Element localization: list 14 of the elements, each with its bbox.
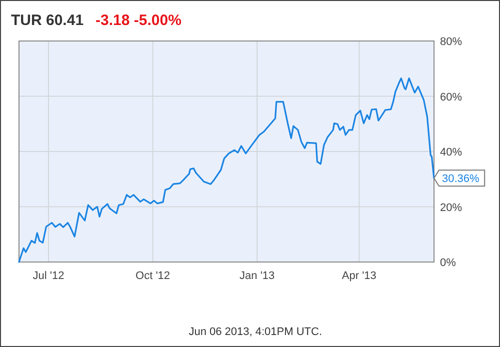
y-tick-label: 0%	[440, 257, 456, 269]
y-tick-label: 80%	[440, 36, 462, 48]
line-series	[18, 77, 435, 263]
x-tick-label: Jul '12	[32, 270, 64, 282]
chart-subtitle: -3.18 -5.00%	[96, 12, 182, 29]
x-tick-label: Oct '12	[136, 270, 170, 282]
y-tick-label: 40%	[440, 146, 462, 158]
y-tick-label: 20%	[440, 202, 462, 214]
x-tick-label: Jan '13	[240, 270, 275, 282]
x-tick-label: Apr '13	[342, 270, 376, 282]
annotation: 30.36%	[442, 173, 480, 186]
text: Jun 06 2013, 4:01PM UTC.	[188, 326, 322, 338]
y-tick-label: 60%	[440, 91, 462, 104]
chart-title: TUR 60.41	[11, 12, 84, 29]
